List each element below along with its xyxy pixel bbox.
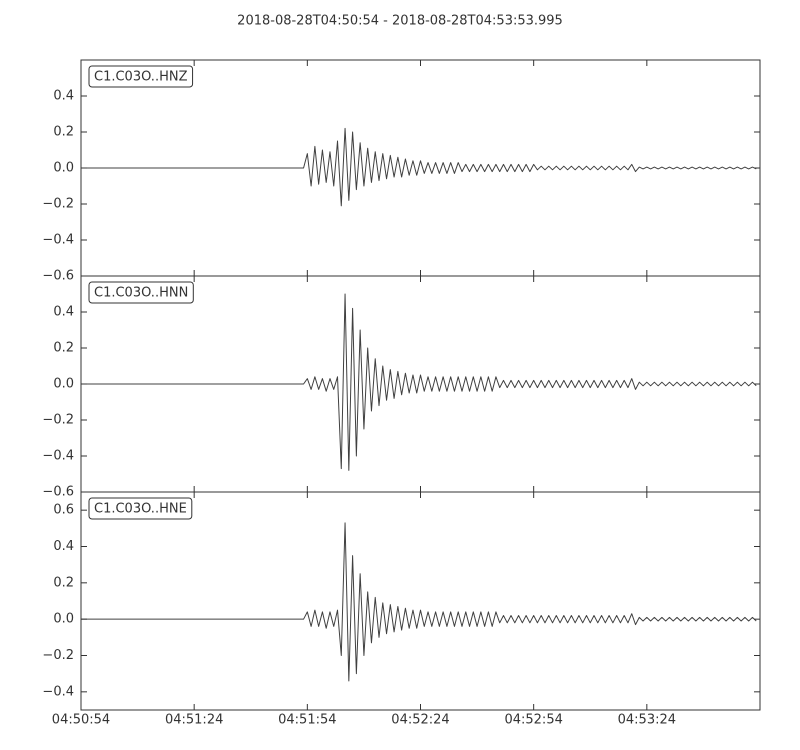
channel-label: C1.C03O..HNE — [94, 502, 187, 517]
channel-label-box — [88, 497, 193, 520]
y-tick-label: 0.4 — [53, 305, 74, 320]
waveform — [81, 127, 757, 207]
y-tick-label: −0.6 — [42, 269, 74, 284]
y-tick-label: 0.0 — [53, 612, 74, 627]
x-tick-label: 04:51:54 — [278, 713, 336, 728]
channel-label: C1.C03O..HNZ — [94, 70, 188, 85]
chart-title: 2018-08-28T04:50:54 - 2018-08-28T04:53:5… — [237, 14, 563, 29]
y-tick-label: 0.0 — [53, 161, 74, 176]
x-tick-label: 04:51:24 — [165, 713, 223, 728]
channel-label: C1.C03O..HNN — [94, 286, 188, 301]
waveform — [81, 522, 757, 682]
x-tick-label: 04:53:24 — [618, 713, 676, 728]
channel-label-box — [88, 65, 194, 88]
channel-label-box — [88, 281, 194, 304]
y-tick-label: −0.4 — [42, 449, 74, 464]
panel-frame — [80, 491, 761, 711]
y-tick-label: 0.4 — [53, 89, 74, 104]
y-tick-label: 0.4 — [53, 539, 74, 554]
y-tick-label: −0.2 — [42, 197, 74, 212]
y-tick-label: −0.4 — [42, 233, 74, 248]
y-tick-label: 0.2 — [53, 125, 74, 140]
y-tick-label: 0.2 — [53, 341, 74, 356]
y-tick-label: 0.2 — [53, 575, 74, 590]
y-tick-label: 0.0 — [53, 377, 74, 392]
y-tick-label: −0.6 — [42, 485, 74, 500]
x-tick-label: 04:50:54 — [52, 713, 110, 728]
y-tick-label: −0.2 — [42, 413, 74, 428]
y-tick-label: −0.2 — [42, 648, 74, 663]
x-tick-label: 04:52:54 — [504, 713, 562, 728]
waveform — [81, 293, 757, 471]
y-tick-label: 0.6 — [53, 503, 74, 518]
x-tick-label: 04:52:24 — [391, 713, 449, 728]
y-tick-label: −0.4 — [42, 684, 74, 699]
